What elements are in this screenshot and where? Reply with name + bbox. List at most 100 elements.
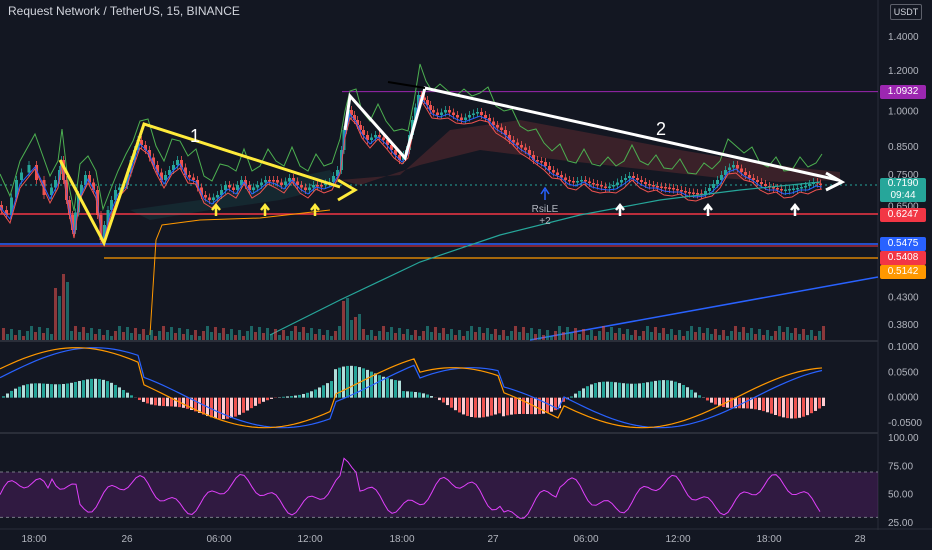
candle	[560, 175, 563, 178]
volume-bar	[706, 328, 709, 340]
candle	[74, 212, 77, 230]
macd-bar	[174, 397, 177, 407]
macd-bar	[66, 383, 69, 398]
volume-bar	[662, 328, 665, 340]
volume-bar	[350, 320, 353, 340]
macd-bar	[406, 391, 409, 398]
volume-bar	[494, 329, 497, 340]
candle	[268, 180, 271, 182]
volume-bar	[26, 331, 29, 340]
volume-bar	[750, 328, 753, 340]
macd-bar	[558, 397, 561, 409]
macd-bar	[74, 381, 77, 398]
candle	[417, 95, 420, 108]
macd-bar	[38, 383, 41, 398]
macd-bar	[342, 366, 345, 398]
volume-bar	[410, 335, 413, 340]
candle	[708, 188, 711, 191]
macd-bar	[666, 380, 669, 398]
volume-bar	[194, 330, 197, 340]
macd-bar	[326, 383, 329, 398]
macd-bar	[218, 397, 221, 420]
candle	[604, 186, 607, 188]
volume-bar	[42, 333, 45, 340]
macd-bar	[562, 397, 565, 402]
candle	[172, 165, 175, 170]
candle	[780, 189, 783, 191]
candle	[788, 189, 791, 191]
support-arrow	[790, 202, 800, 216]
macd-bar	[630, 383, 633, 398]
volume-bar	[602, 326, 605, 340]
volume-bar	[122, 332, 125, 340]
macd-bar	[126, 392, 129, 398]
volume-bar	[466, 331, 469, 340]
macd-bar	[338, 367, 341, 398]
volume-bar	[90, 328, 93, 340]
candle	[808, 184, 811, 186]
candle	[684, 191, 687, 193]
rsi-y-tick-label: 50.00	[888, 490, 913, 501]
candle	[536, 160, 539, 162]
macd-bar	[162, 397, 165, 407]
macd-bar	[486, 397, 489, 417]
volume-bar	[818, 331, 821, 340]
candle	[504, 130, 507, 135]
volume-bar	[542, 335, 545, 340]
macd-bar	[506, 397, 509, 416]
macd-bar	[442, 397, 445, 403]
macd-bar	[402, 391, 405, 398]
candle	[220, 190, 223, 195]
resistance-price-label: 1.0932	[880, 85, 926, 99]
volume-bar	[550, 336, 553, 340]
candle	[632, 176, 635, 178]
volume-bar	[598, 331, 601, 340]
candle	[804, 186, 807, 188]
macd-bar	[250, 397, 253, 409]
macd-bar	[398, 380, 401, 398]
macd-bar	[462, 397, 465, 415]
volume-bar	[190, 335, 193, 340]
candle	[456, 115, 459, 118]
macd-bar	[822, 397, 825, 407]
rsi-y-tick-label: 25.00	[888, 518, 913, 529]
volume-bar	[730, 331, 733, 340]
candle	[552, 170, 555, 173]
volume-bar	[286, 336, 289, 340]
volume-bar	[630, 335, 633, 340]
volume-bar	[38, 327, 41, 340]
candle	[228, 185, 231, 188]
macd-bar	[554, 397, 557, 411]
candle	[248, 185, 251, 190]
volume-bar	[226, 334, 229, 340]
candle	[15, 180, 18, 198]
macd-bar	[654, 380, 657, 398]
macd-bar	[798, 397, 801, 418]
macd-bar	[634, 383, 637, 398]
x-tick-label: 12:00	[297, 534, 322, 545]
macd-bar	[190, 397, 193, 410]
candle	[216, 195, 219, 198]
macd-bar	[142, 397, 145, 402]
chart-title: Request Network / TetherUS, 15, BINANCE	[8, 4, 240, 18]
x-tick-label: 06:00	[573, 534, 598, 545]
candle	[432, 110, 435, 113]
macd-bar	[518, 397, 521, 414]
volume-bar	[318, 329, 321, 340]
volume-bar	[582, 329, 585, 340]
pattern-label-2: 2	[656, 119, 666, 139]
candle	[472, 113, 475, 115]
candle	[776, 188, 779, 190]
candle	[276, 180, 279, 183]
volume-bar	[310, 328, 313, 340]
volume-bar	[342, 301, 345, 340]
candle	[676, 189, 679, 191]
volume-bar	[566, 327, 569, 340]
candle	[80, 185, 83, 195]
macd-bar	[26, 384, 29, 398]
candle	[110, 200, 113, 210]
volume-bar	[430, 332, 433, 340]
macd-bar	[482, 397, 485, 418]
currency-button[interactable]: USDT	[890, 4, 922, 20]
candle	[426, 100, 429, 105]
